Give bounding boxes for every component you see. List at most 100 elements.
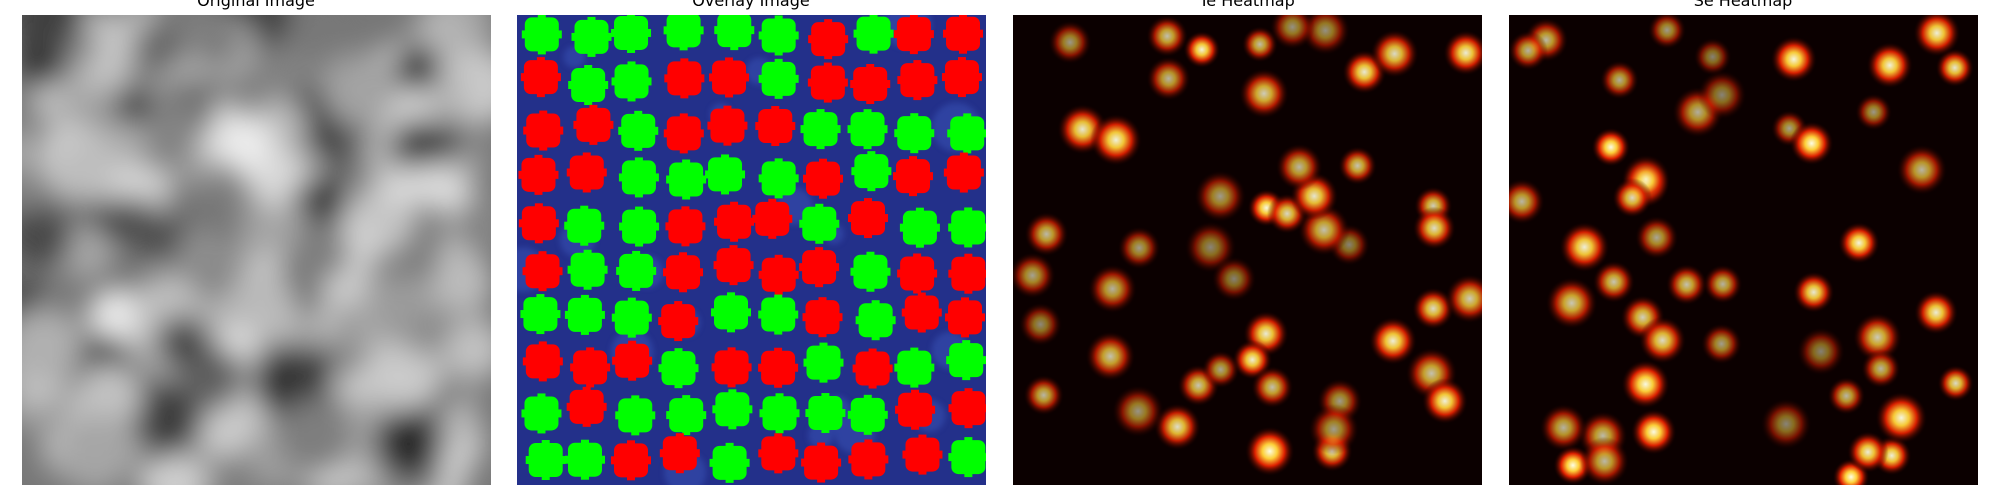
blob [22, 307, 83, 387]
spot [1369, 317, 1417, 365]
marker-cross [679, 15, 688, 51]
marker-cross [821, 393, 830, 434]
spot [1866, 42, 1913, 89]
marker-cross [725, 442, 734, 483]
spot [1023, 375, 1064, 416]
spot [1509, 178, 1545, 225]
marker-cross [681, 206, 690, 247]
spot [1211, 256, 1257, 302]
marker-cross [534, 203, 543, 244]
marker-cross [961, 297, 970, 338]
blob [104, 121, 147, 165]
marker-cross [824, 19, 833, 60]
blob [407, 315, 450, 358]
marker-cross [867, 151, 876, 192]
marker-cross [634, 157, 643, 198]
spot [1509, 30, 1548, 71]
blob [391, 119, 441, 169]
marker-cross [541, 440, 550, 481]
spot [1308, 404, 1359, 455]
marker-cross [909, 156, 918, 197]
marker-cross [963, 113, 972, 154]
blob [55, 412, 136, 485]
marker-cross [538, 251, 547, 292]
spot [1421, 378, 1468, 424]
blob [22, 212, 74, 266]
marker-cross [679, 252, 688, 293]
spot [1443, 30, 1482, 76]
marker-cross [680, 58, 689, 99]
marker-cross [730, 201, 739, 242]
marker-cross [815, 247, 824, 288]
marker-cross [775, 393, 784, 434]
marker-cross [915, 207, 924, 248]
marker-cross [728, 389, 737, 430]
marker-cross [634, 110, 643, 151]
marker-cross [910, 113, 919, 154]
marker-cross [774, 433, 783, 474]
spot [1935, 48, 1974, 87]
spot [1855, 93, 1893, 131]
spot [1937, 365, 1974, 402]
marker-cross [580, 294, 589, 335]
te-heatmap [1013, 15, 1482, 485]
marker-cross [682, 395, 691, 436]
blob [48, 136, 116, 205]
blob [156, 315, 211, 370]
spot [1635, 215, 1679, 260]
spot [1539, 404, 1588, 452]
marker-cross [959, 152, 968, 193]
spot [1545, 277, 1598, 329]
blob [275, 398, 353, 476]
marker-cross [725, 57, 734, 98]
marker-cross [682, 159, 691, 200]
spot [1914, 290, 1958, 335]
spot [1085, 331, 1136, 382]
marker-cross [913, 253, 922, 294]
original-image [22, 15, 491, 485]
blob [216, 115, 276, 175]
marker-cross [774, 254, 783, 295]
marker-cross [730, 15, 739, 51]
marker-cross [536, 57, 545, 98]
blob [430, 251, 491, 316]
marker-cross [674, 301, 683, 342]
marker-cross [538, 341, 547, 382]
blob [107, 197, 164, 253]
blob [335, 368, 373, 405]
spot [1666, 264, 1708, 306]
marker-cross [727, 292, 736, 333]
marker-cross [964, 253, 973, 294]
blob [392, 44, 440, 91]
spot [1592, 260, 1635, 303]
spot [1269, 15, 1315, 50]
overlay-image [517, 15, 986, 485]
marker-cross [580, 439, 589, 480]
blob [131, 23, 185, 76]
marker-cross [816, 109, 825, 150]
spot [1827, 377, 1866, 415]
marker-cross [723, 105, 732, 146]
marker-cross [674, 348, 683, 389]
blob [269, 203, 307, 241]
spot [1703, 264, 1743, 304]
panel-title: Se Heatmap [1694, 0, 1793, 10]
blob [289, 221, 350, 282]
spot [1154, 403, 1201, 451]
spot [1621, 360, 1670, 409]
spot [1251, 366, 1294, 409]
spot [1183, 31, 1221, 69]
blob [291, 347, 332, 388]
marker-cross [539, 110, 548, 151]
marker-cross [580, 205, 589, 246]
marker-cross [962, 340, 971, 381]
spot [1370, 29, 1419, 78]
marker-cross [537, 15, 546, 55]
marker-cross [627, 440, 636, 481]
marker-cross [864, 439, 873, 480]
blob [149, 453, 210, 485]
blob [230, 270, 297, 337]
marker-cross [774, 294, 783, 335]
spot [1838, 222, 1880, 264]
